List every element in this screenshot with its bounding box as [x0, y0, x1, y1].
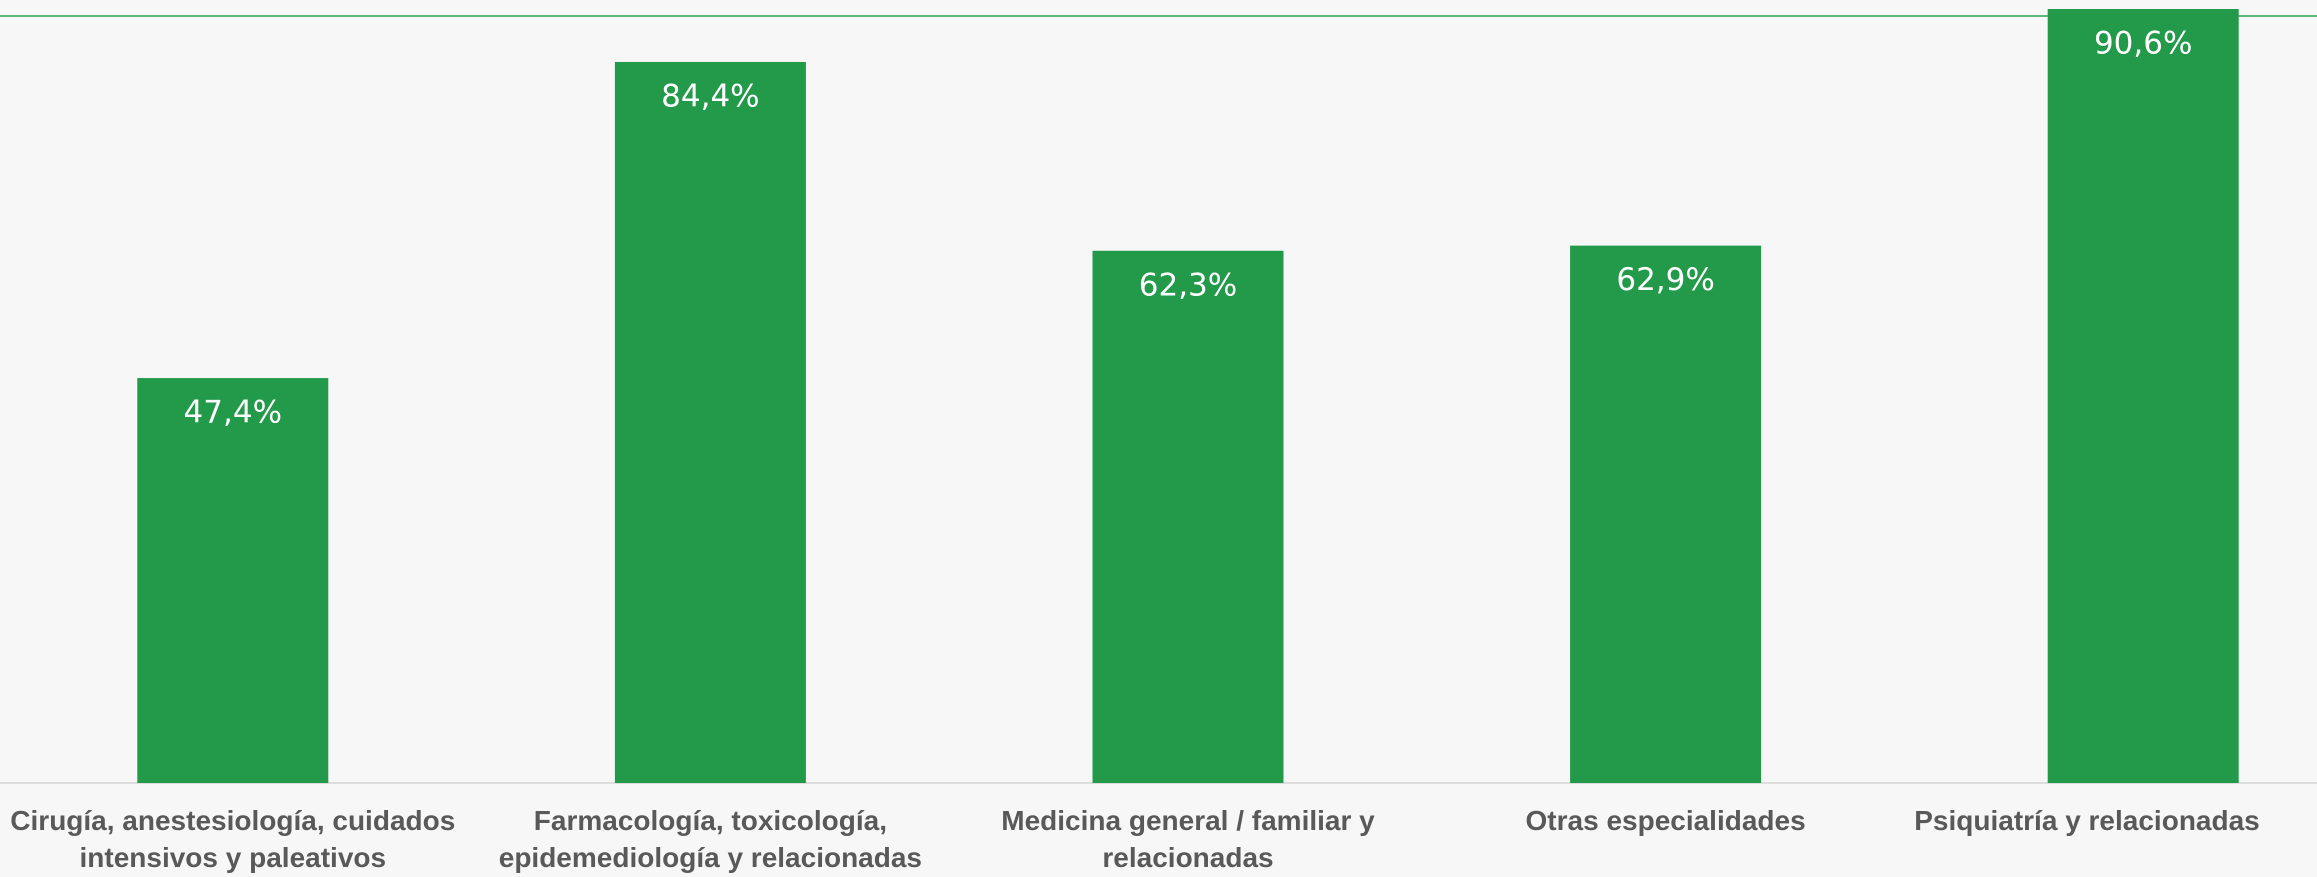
bar	[137, 378, 329, 783]
bar	[614, 61, 806, 783]
value-label: 47,4%	[184, 395, 282, 431]
bar	[2047, 9, 2239, 783]
category-label: Otras especialidades	[1525, 805, 1806, 836]
bar	[1570, 245, 1762, 783]
value-label: 62,9%	[1616, 262, 1714, 298]
category-label: Farmacología, toxicología, epidemediolog…	[498, 805, 923, 873]
value-label: 84,4%	[661, 78, 759, 114]
category-label: Psiquiatría y relacionadas	[1914, 805, 2260, 836]
category-label: Cirugía, anestesiología, cuidados intens…	[10, 805, 456, 873]
category-label: Medicina general / familiar y relacionad…	[1001, 805, 1375, 873]
value-label: 62,3%	[1139, 267, 1237, 303]
value-label: 90,6%	[2094, 26, 2192, 62]
bar	[1092, 250, 1284, 784]
